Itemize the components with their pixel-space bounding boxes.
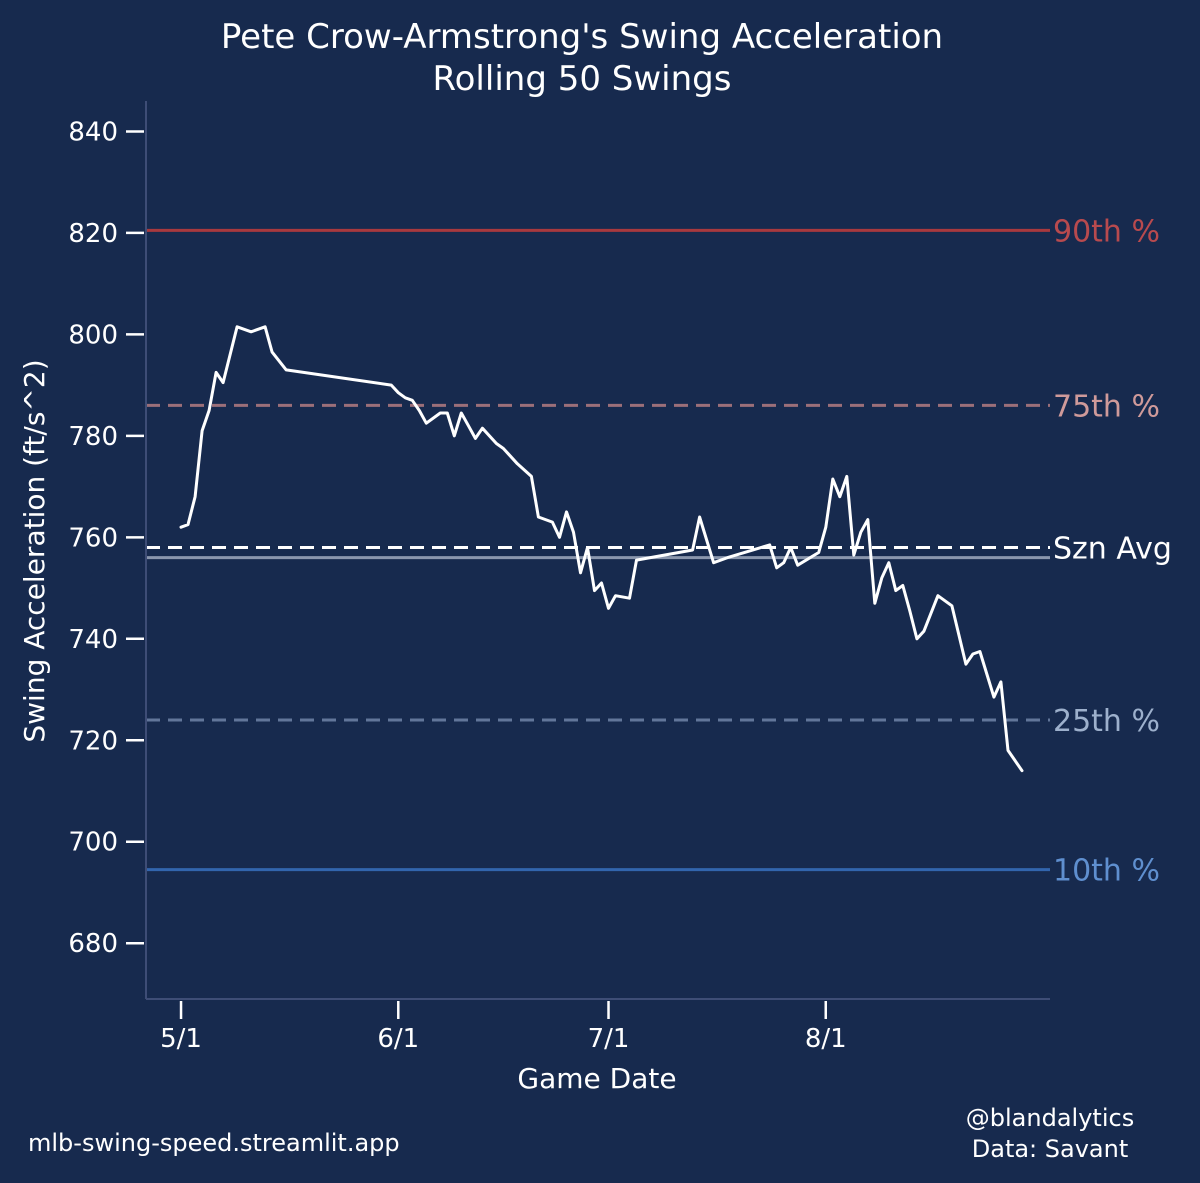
y-tick-label-740: 740 (68, 625, 118, 655)
reference-label-75th: 75th % (1053, 389, 1160, 424)
x-axis-label: Game Date (517, 1062, 676, 1095)
x-tick-label-5-1: 5/1 (160, 1024, 202, 1054)
x-tick-label-8-1: 8/1 (805, 1024, 847, 1054)
reference-label-90th: 90th % (1053, 214, 1160, 249)
x-axis-ticks: 5/1 6/1 7/1 8/1 (160, 1001, 847, 1054)
reference-label-szn-avg: Szn Avg (1053, 531, 1172, 566)
footer-site: mlb-swing-speed.streamlit.app (28, 1129, 400, 1157)
footer-source: Data: Savant (972, 1135, 1129, 1163)
reference-label-25th: 25th % (1053, 704, 1160, 739)
y-tick-label-820: 820 (68, 219, 118, 249)
footer-author: @blandalytics (966, 1104, 1134, 1132)
x-tick-label-6-1: 6/1 (377, 1024, 419, 1054)
reference-lines (146, 228, 1050, 872)
x-tick-label-7-1: 7/1 (588, 1024, 630, 1054)
y-tick-label-800: 800 (68, 320, 118, 350)
chart-subtitle: Rolling 50 Swings (433, 59, 732, 99)
y-tick-label-700: 700 (68, 828, 118, 858)
y-axis-label: Swing Acceleration (ft/s^2) (18, 359, 51, 742)
reference-label-10th: 10th % (1053, 854, 1160, 889)
y-tick-label-680: 680 (68, 929, 118, 959)
series-line-0 (179, 325, 1024, 773)
y-axis-ticks: 680 700 720 740 760 780 800 820 840 (68, 117, 144, 959)
axes (145, 101, 1050, 1000)
chart-title: Pete Crow-Armstrong's Swing Acceleration (221, 17, 943, 57)
y-tick-label-760: 760 (68, 523, 118, 553)
y-tick-label-840: 840 (68, 117, 118, 147)
y-tick-label-780: 780 (68, 422, 118, 452)
series-lines (179, 325, 1024, 773)
reference-labels: 90th % 75th % Szn Avg 25th % 10th % (1053, 214, 1172, 888)
y-tick-label-720: 720 (68, 726, 118, 756)
